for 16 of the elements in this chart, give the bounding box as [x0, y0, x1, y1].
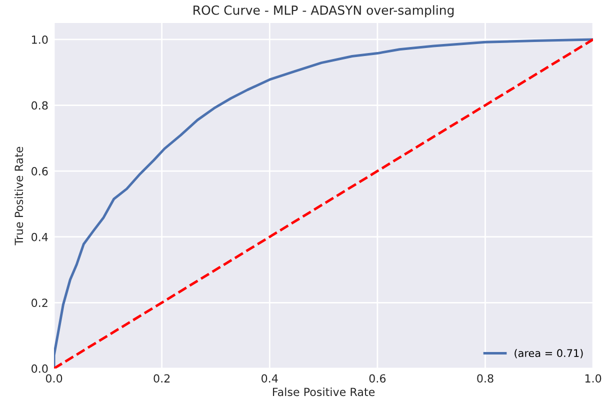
- y-tick-label: 0.8: [32, 101, 48, 110]
- x-tick-label: 0.4: [262, 374, 278, 383]
- x-tick-label: 1.0: [585, 374, 602, 383]
- x-axis-title: False Positive Rate: [272, 388, 375, 396]
- x-tick-label: 0.6: [369, 374, 386, 383]
- x-tick-label: 0.0: [46, 374, 62, 383]
- x-tick-label: 0.2: [154, 374, 170, 383]
- x-tick-label: 0.8: [477, 374, 494, 383]
- y-tick-label: 0.2: [32, 298, 48, 308]
- y-tick-label: 1.0: [32, 35, 48, 44]
- y-tick-label: 0.0: [32, 364, 48, 373]
- y-tick-label: 0.4: [32, 232, 48, 242]
- legend-label: (area = 0.71): [514, 349, 583, 358]
- chart-title: ROC Curve - MLP - ADASYN over-sampling: [194, 5, 454, 18]
- y-tick-label: 0.6: [32, 167, 48, 176]
- y-axis-title: True Positive Rate: [14, 146, 24, 246]
